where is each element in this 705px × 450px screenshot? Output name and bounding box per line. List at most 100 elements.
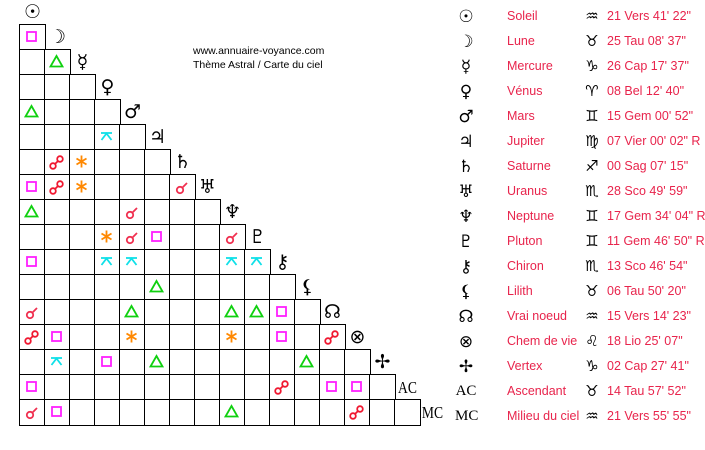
planet-position: 17 Gem 34' 04" R bbox=[607, 209, 705, 223]
planet-name: Chem de vie bbox=[507, 334, 578, 348]
aspect-cell-conjunction bbox=[119, 199, 146, 226]
planet-position: 06 Tau 50' 20" bbox=[607, 284, 686, 298]
aspect-cell-empty bbox=[69, 199, 96, 226]
grid-header-north-node-icon: ☊︎ bbox=[324, 301, 341, 323]
legend-row: ⚸︎ Lilith ♉︎ 06 Tau 50' 20" bbox=[455, 279, 705, 304]
aspect-cell-empty bbox=[319, 399, 346, 426]
aspect-cell-empty bbox=[244, 324, 271, 351]
aspect-cell-conjunction bbox=[169, 174, 196, 201]
lilith-icon: ⚸︎ bbox=[459, 282, 473, 302]
mars-icon: ♂︎ bbox=[458, 107, 474, 127]
planet-name: Mercure bbox=[507, 59, 553, 73]
aspect-cell-trine bbox=[119, 299, 146, 326]
aspect-cell-conjunction bbox=[219, 224, 246, 251]
square-icon bbox=[26, 381, 38, 393]
aspect-cell-empty bbox=[219, 349, 246, 376]
grid-header-sun-icon: ☉︎ bbox=[23, 1, 42, 23]
aspect-cell-opposition bbox=[44, 149, 71, 176]
aspect-cell-empty bbox=[169, 299, 196, 326]
saturn-icon: ♄︎ bbox=[458, 157, 474, 177]
aspect-cell-opposition bbox=[19, 324, 46, 351]
grid-header-ascendant-icon: AC bbox=[398, 378, 417, 397]
opposition-icon bbox=[324, 330, 339, 345]
aspect-cell-sextile bbox=[219, 324, 246, 351]
aspect-cell-empty bbox=[44, 199, 71, 226]
sextile-icon bbox=[76, 155, 88, 168]
aspect-cell-empty bbox=[294, 399, 321, 426]
aspect-cell-sextile bbox=[119, 324, 146, 351]
site-caption: www.annuaire-voyance.com Thème Astral / … bbox=[193, 44, 324, 72]
aspect-cell-empty bbox=[94, 299, 121, 326]
grid-header-mars-icon: ♂︎ bbox=[123, 101, 142, 123]
aquarius-icon: ♒︎ bbox=[585, 407, 599, 425]
aspect-cell-conjunction bbox=[119, 224, 146, 251]
aspect-cell-square bbox=[319, 374, 346, 401]
aspect-cell-empty bbox=[169, 224, 196, 251]
legend-row: ✢︎ Vertex ♑︎ 02 Cap 27' 41" bbox=[455, 354, 705, 379]
aspect-cell-empty bbox=[19, 274, 46, 301]
aspect-cell-empty bbox=[219, 274, 246, 301]
planet-position: 00 Sag 07' 15" bbox=[607, 159, 689, 173]
jupiter-icon: ♃︎ bbox=[458, 132, 474, 152]
planet-position: 28 Sco 49' 59" bbox=[607, 184, 688, 198]
opposition-icon bbox=[349, 405, 364, 420]
square-icon bbox=[26, 31, 38, 43]
quincunx-icon bbox=[101, 257, 113, 266]
aspect-cell-sextile bbox=[69, 174, 96, 201]
grid-header-vertex-icon: ✢︎ bbox=[374, 351, 391, 373]
grid-header-mercury-icon: ☿︎ bbox=[76, 51, 89, 73]
trine-icon bbox=[24, 204, 40, 218]
sun-icon: ☉︎ bbox=[458, 7, 474, 27]
aspect-cell-empty bbox=[194, 199, 221, 226]
aspect-cell-empty bbox=[144, 199, 171, 226]
capricorn-icon: ♑︎ bbox=[585, 57, 599, 75]
aspect-cell-empty bbox=[69, 299, 96, 326]
planet-name: Uranus bbox=[507, 184, 548, 198]
planet-position: 11 Gem 46' 50" R bbox=[607, 234, 705, 248]
neptune-icon: ♆︎ bbox=[458, 207, 474, 227]
planet-position: 02 Cap 27' 41" bbox=[607, 359, 689, 373]
quincunx-icon bbox=[226, 257, 238, 266]
aspect-cell-empty bbox=[19, 49, 46, 76]
aspect-cell-empty bbox=[44, 274, 71, 301]
planet-position: 25 Tau 08' 37" bbox=[607, 34, 686, 48]
aspect-cell-empty bbox=[69, 349, 96, 376]
aspect-cell-opposition bbox=[269, 374, 296, 401]
grid-header-pluto-icon: ♇︎ bbox=[248, 226, 267, 248]
planet-position: 07 Vier 00' 02" R bbox=[607, 134, 701, 148]
sextile-icon bbox=[226, 330, 238, 343]
aspect-cell-empty bbox=[94, 174, 121, 201]
grid-header-midheaven-icon: MC bbox=[421, 403, 444, 422]
planet-name: Vénus bbox=[507, 84, 543, 98]
planet-name: Jupiter bbox=[507, 134, 545, 148]
aspect-cell-empty bbox=[19, 149, 46, 176]
legend-row: ♄︎ Saturne ♐︎ 00 Sag 07' 15" bbox=[455, 154, 705, 179]
aspect-cell-sextile bbox=[69, 149, 96, 176]
aspect-cell-empty bbox=[219, 374, 246, 401]
grid-header-venus-icon: ♀︎ bbox=[100, 76, 115, 98]
aspect-cell-quincunx bbox=[119, 249, 146, 276]
planet-position: 14 Tau 57' 52" bbox=[607, 384, 686, 398]
grid-header-saturn-icon: ♄︎ bbox=[173, 151, 192, 173]
trine-icon bbox=[224, 304, 240, 318]
aspect-cell-empty bbox=[94, 324, 121, 351]
planet-position: 13 Sco 46' 54" bbox=[607, 259, 688, 273]
aspect-cell-trine bbox=[44, 49, 71, 76]
grid-header-jupiter-icon: ♃︎ bbox=[148, 126, 167, 148]
aries-icon: ♈︎ bbox=[585, 82, 599, 100]
conjunction-icon bbox=[26, 307, 38, 320]
aspect-cell-empty bbox=[119, 174, 146, 201]
aspect-cell-empty bbox=[294, 324, 321, 351]
planet-position: 21 Vers 41' 22" bbox=[607, 9, 691, 23]
grid-header-chiron-icon: ⚷︎ bbox=[275, 251, 290, 273]
aspect-cell-empty bbox=[344, 349, 371, 376]
uranus-icon: ♅︎ bbox=[458, 182, 474, 202]
legend-row: MC Milieu du ciel ♒︎ 21 Vers 55' 55" bbox=[455, 404, 705, 429]
aspect-cell-empty bbox=[269, 349, 296, 376]
trine-icon bbox=[299, 354, 315, 368]
quincunx-icon bbox=[126, 257, 138, 266]
aspect-cell-trine bbox=[219, 299, 246, 326]
aspect-cell-empty bbox=[169, 399, 196, 426]
opposition-icon bbox=[49, 180, 64, 195]
planet-position: 15 Vers 14' 23" bbox=[607, 309, 691, 323]
